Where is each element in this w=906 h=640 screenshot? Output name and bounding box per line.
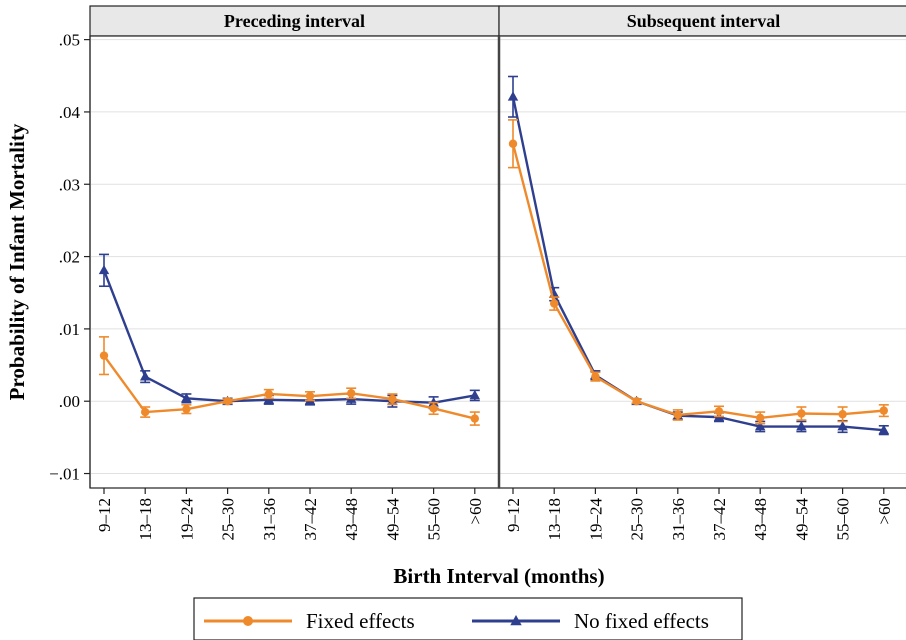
- y-tick-label: .03: [59, 175, 80, 194]
- point-no-fixed-effects: [796, 421, 807, 431]
- point-no-fixed-effects: [469, 389, 481, 400]
- gridlines-subsequent: [499, 39, 906, 475]
- x-tick-label: 49–54: [383, 498, 402, 541]
- point-fixed-effects: [429, 404, 438, 413]
- x-axis-preceding: 9–12 13–18 19–24 25–30 31–36 37–42 43–48 49–54 5…: [95, 488, 485, 541]
- y-tick-label: .00: [59, 392, 80, 411]
- x-tick-label: 43–48: [751, 498, 770, 541]
- legend-marker-no-fixed-effects: [510, 615, 522, 626]
- x-tick-label: 9–12: [504, 498, 523, 532]
- x-tick-label: 19–24: [177, 498, 196, 541]
- point-fixed-effects: [673, 410, 682, 420]
- point-no-fixed-effects: [181, 392, 192, 403]
- panel-strip-preceding: [89, 5, 500, 37]
- y-axis-title: Probability of Infant Mortality: [5, 123, 29, 400]
- marks-preceding: [98, 253, 481, 426]
- y-tick-label: .02: [59, 248, 80, 267]
- point-no-fixed-effects: [428, 397, 439, 407]
- series-line-no-fixed-effects: [102, 269, 476, 404]
- point-fixed-effects: [714, 407, 724, 416]
- x-tick-label: 13–18: [136, 498, 155, 541]
- point-fixed-effects: [223, 397, 232, 406]
- plot-area-preceding: [89, 35, 500, 489]
- legend-label-no-fixed-effects: No fixed effects: [574, 609, 709, 633]
- legend-label-fixed-effects: Fixed effects: [306, 609, 415, 633]
- point-fixed-effects: [305, 391, 315, 401]
- point-fixed-effects: [797, 409, 806, 418]
- x-tick-label: 55–60: [425, 498, 444, 541]
- point-fixed-effects: [838, 410, 847, 419]
- panel-subsequent-interval: 9–12 13–18 19–24 25–30 31–36 37–42 43–48 49–54 5…: [498, 35, 906, 541]
- x-tick-label: 37–42: [710, 498, 729, 541]
- x-tick-label: 25–30: [628, 498, 647, 541]
- series-line-fixed-effects: [511, 143, 884, 420]
- x-tick-label: >60: [466, 498, 485, 525]
- point-no-fixed-effects: [754, 421, 766, 431]
- point-fixed-effects: [508, 139, 518, 148]
- series-line-fixed-effects: [103, 354, 476, 420]
- x-tick-label: 37–42: [301, 498, 320, 541]
- point-fixed-effects: [550, 299, 559, 308]
- point-fixed-effects: [470, 414, 479, 423]
- point-fixed-effects: [182, 404, 191, 414]
- panel-title-preceding: Preceding interval: [224, 11, 365, 31]
- x-tick-label: 19–24: [586, 498, 605, 541]
- y-tick-label: .01: [59, 320, 80, 339]
- x-tick-label: 31–36: [669, 498, 688, 541]
- y-tick-label: −.01: [49, 465, 80, 484]
- y-tick-label: .05: [59, 31, 80, 50]
- point-fixed-effects: [756, 413, 765, 423]
- x-tick-label: 25–30: [219, 498, 238, 541]
- point-fixed-effects: [879, 406, 888, 415]
- point-no-fixed-effects: [507, 91, 519, 101]
- panel-title-subsequent: Subsequent interval: [627, 11, 781, 31]
- x-tick-label: 49–54: [792, 498, 811, 541]
- x-tick-label: 55–60: [834, 498, 853, 541]
- y-axis: −.01 .00 .01 .02 .03 .04 .05: [49, 31, 91, 488]
- x-tick-label: 13–18: [545, 498, 564, 541]
- x-axis-title: Birth Interval (months): [393, 564, 604, 588]
- legend-box: [193, 597, 743, 640]
- marks-subsequent: [507, 75, 890, 436]
- x-tick-label: 31–36: [260, 498, 279, 541]
- point-fixed-effects: [264, 389, 273, 399]
- point-fixed-effects: [347, 389, 356, 398]
- point-no-fixed-effects: [139, 371, 151, 381]
- x-tick-label: >60: [875, 498, 894, 525]
- panel-strip-subsequent: [498, 5, 906, 37]
- legend-marker-fixed-effects: [243, 616, 253, 626]
- point-fixed-effects: [99, 351, 109, 360]
- legend: Fixed effects No fixed effects: [193, 597, 743, 640]
- point-fixed-effects: [141, 407, 150, 417]
- y-tick-label: .04: [59, 103, 81, 122]
- point-no-fixed-effects: [837, 421, 848, 431]
- x-tick-label: 43–48: [342, 498, 361, 541]
- series-line-no-fixed-effects: [511, 96, 884, 432]
- point-fixed-effects: [591, 372, 600, 381]
- x-axis-subsequent: 9–12 13–18 19–24 25–30 31–36 37–42 43–48 49–54 5…: [504, 488, 894, 541]
- point-fixed-effects: [632, 397, 641, 406]
- point-no-fixed-effects: [98, 264, 110, 275]
- panel-preceding-interval: 9–12 13–18 19–24 25–30 31–36 37–42 43–48 49–54 5…: [89, 35, 500, 541]
- point-no-fixed-effects: [878, 424, 890, 434]
- x-tick-label: 9–12: [95, 498, 114, 532]
- point-fixed-effects: [388, 394, 397, 404]
